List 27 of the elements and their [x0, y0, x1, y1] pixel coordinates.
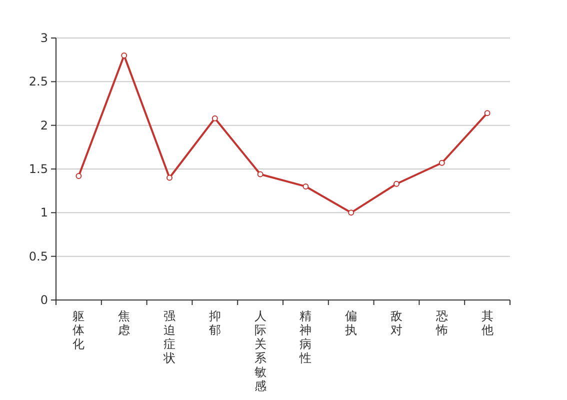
x-tick-label: 躯体化 — [72, 309, 85, 351]
x-tick-label: 其他 — [481, 309, 494, 337]
point — [302, 183, 309, 190]
point — [212, 115, 218, 122]
x-tick-label: 偏执 — [345, 309, 358, 337]
y-tick-label: 2 — [40, 118, 48, 132]
x-tick-label: 人际关系敏感 — [254, 309, 266, 393]
point — [121, 52, 128, 58]
point — [166, 174, 172, 181]
y-tick-label: 1 — [40, 206, 48, 220]
point — [257, 171, 264, 178]
y-tick-label: 1.5 — [28, 162, 48, 176]
point — [394, 180, 400, 187]
x-tick-label: 强迫症状 — [162, 309, 176, 365]
y-tick-label: 3 — [40, 31, 48, 45]
point — [484, 110, 490, 116]
point — [76, 172, 82, 179]
x-tick-label: 抑郁 — [208, 309, 221, 337]
x-tick-label: 精神病性 — [298, 309, 312, 365]
y-tick-label: 0.5 — [28, 249, 48, 264]
point — [438, 160, 445, 166]
point — [348, 210, 354, 216]
x-tick-label: 敌对 — [390, 309, 402, 337]
y-tick-label: 0 — [40, 293, 48, 307]
x-tick-label: 恐怖 — [434, 309, 448, 337]
y-tick-label: 2.5 — [28, 74, 48, 89]
x-tick-label: 焦虑 — [118, 309, 130, 337]
